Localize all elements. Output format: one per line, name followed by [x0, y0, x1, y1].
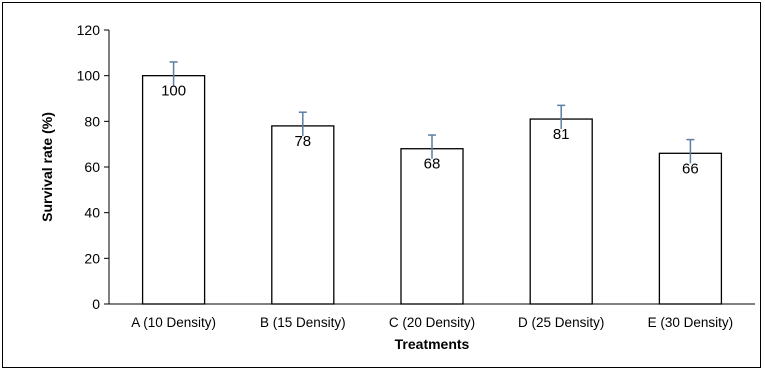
- data-label-3: 81: [553, 126, 570, 143]
- y-tick-label-5: 100: [77, 68, 101, 84]
- y-tick-label-3: 60: [84, 159, 100, 175]
- y-axis-title: Survival rate (%): [39, 112, 55, 222]
- x-tick-label-3: D (25 Density): [518, 315, 604, 330]
- data-labels: 100 78 68 81 66: [161, 83, 699, 178]
- error-bars: [169, 61, 695, 164]
- y-tick-label-2: 40: [84, 205, 100, 221]
- bar-0: [141, 75, 206, 305]
- y-tick-label-4: 80: [84, 113, 100, 129]
- x-axis-title: Treatments: [395, 336, 470, 352]
- bar-4: [658, 152, 723, 305]
- y-tick-label-1: 20: [84, 250, 100, 266]
- data-label-4: 66: [682, 160, 699, 177]
- data-label-1: 78: [294, 133, 311, 150]
- data-label-0: 100: [161, 83, 186, 100]
- y-tick-label-6: 120: [77, 22, 101, 38]
- x-tick-label-4: E (30 Density): [648, 315, 734, 330]
- x-tick-label-2: C (20 Density): [389, 315, 475, 330]
- y-axis-ticks: 0 20 40 60 80 100 120: [77, 22, 109, 312]
- data-label-2: 68: [424, 156, 441, 173]
- bars: [141, 75, 723, 305]
- bar-2: [400, 148, 464, 305]
- chart-frame: [2, 2, 761, 368]
- bar-1: [271, 125, 335, 305]
- bar-3: [529, 118, 593, 305]
- x-axis-category-labels: A (10 Density) B (15 Density) C (20 Densit…: [131, 315, 733, 330]
- x-tick-label-1: B (15 Density): [260, 315, 346, 330]
- y-tick-label-0: 0: [92, 296, 100, 312]
- x-tick-label-0: A (10 Density): [131, 315, 216, 330]
